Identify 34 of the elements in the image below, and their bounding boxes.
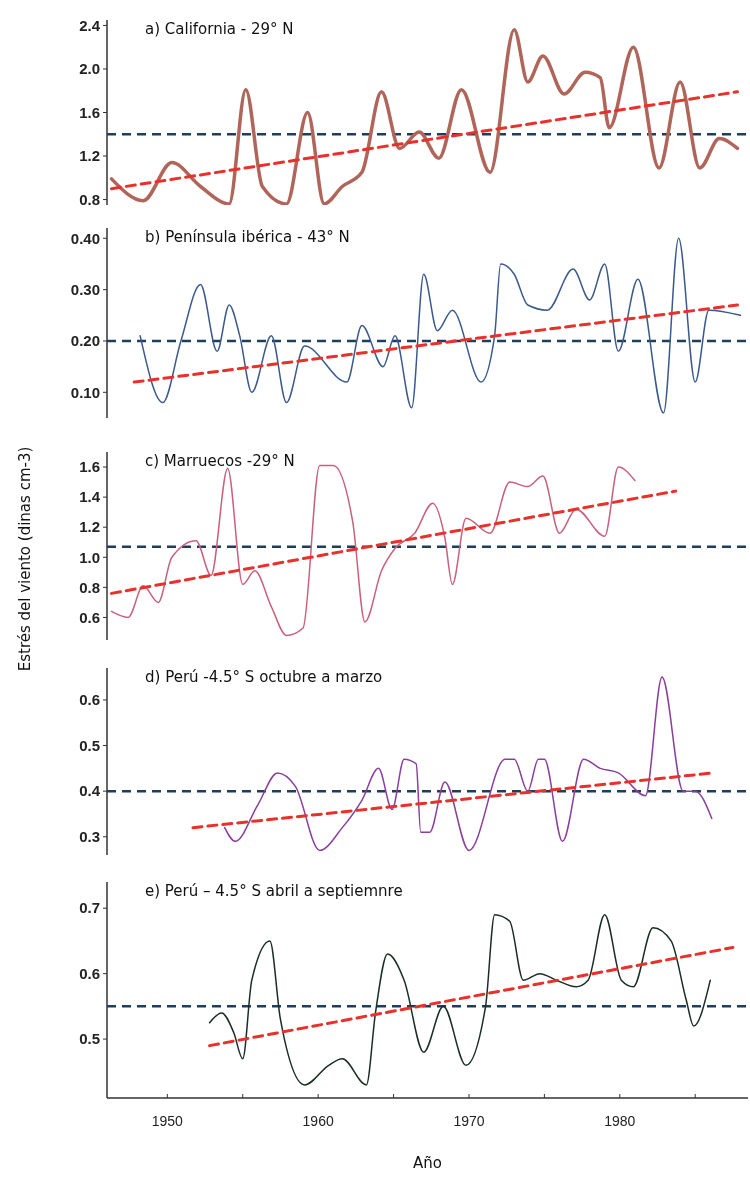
y-tick-label: 0.8 <box>79 190 100 208</box>
y-tick-label: 1.2 <box>79 147 100 165</box>
y-tick-label: 1.0 <box>79 548 100 566</box>
y-tick-label: 1.2 <box>79 518 100 536</box>
y-tick-label: 2.4 <box>79 16 101 34</box>
x-tick-label: 1950 <box>151 1113 184 1129</box>
y-tick-label: 2.0 <box>79 60 100 78</box>
y-tick-label: 0.5 <box>79 736 100 754</box>
y-tick-label: 0.5 <box>79 1030 100 1048</box>
chart-title: e) Perú – 4.5° S abril a septiemnre <box>145 882 403 900</box>
y-tick-label: 0.6 <box>79 608 100 626</box>
chart-title: c) Marruecos -29° N <box>145 452 295 470</box>
y-tick-label: 0.6 <box>79 691 100 709</box>
y-tick-label: 0.7 <box>79 899 100 917</box>
x-axis-title: Año <box>413 1154 442 1172</box>
y-tick-label: 0.30 <box>70 280 100 298</box>
y-tick-label: 0.10 <box>70 383 100 401</box>
chart-title: b) Península ibérica - 43° N <box>145 228 350 246</box>
x-tick-label: 1970 <box>453 1113 485 1129</box>
y-tick-label: 0.40 <box>70 229 100 247</box>
line-series <box>208 913 712 1086</box>
y-axis-title: Estrés del viento (dinas cm-3) <box>16 446 34 672</box>
x-tick-label: 1980 <box>604 1113 636 1129</box>
y-tick-label: 0.8 <box>79 578 100 596</box>
y-tick-label: 0.20 <box>70 332 100 350</box>
y-tick-label: 0.3 <box>79 828 100 846</box>
y-tick-label: 1.4 <box>79 488 101 506</box>
x-tick-label: 1960 <box>302 1113 334 1129</box>
chart-title: d) Perú -4.5° S octubre a marzo <box>145 668 383 686</box>
y-tick-label: 1.6 <box>79 458 100 476</box>
y-tick-label: 0.4 <box>79 782 101 800</box>
y-tick-label: 0.6 <box>79 964 100 982</box>
y-tick-label: 1.6 <box>79 103 100 121</box>
chart-title: a) California - 29° N <box>145 20 294 38</box>
